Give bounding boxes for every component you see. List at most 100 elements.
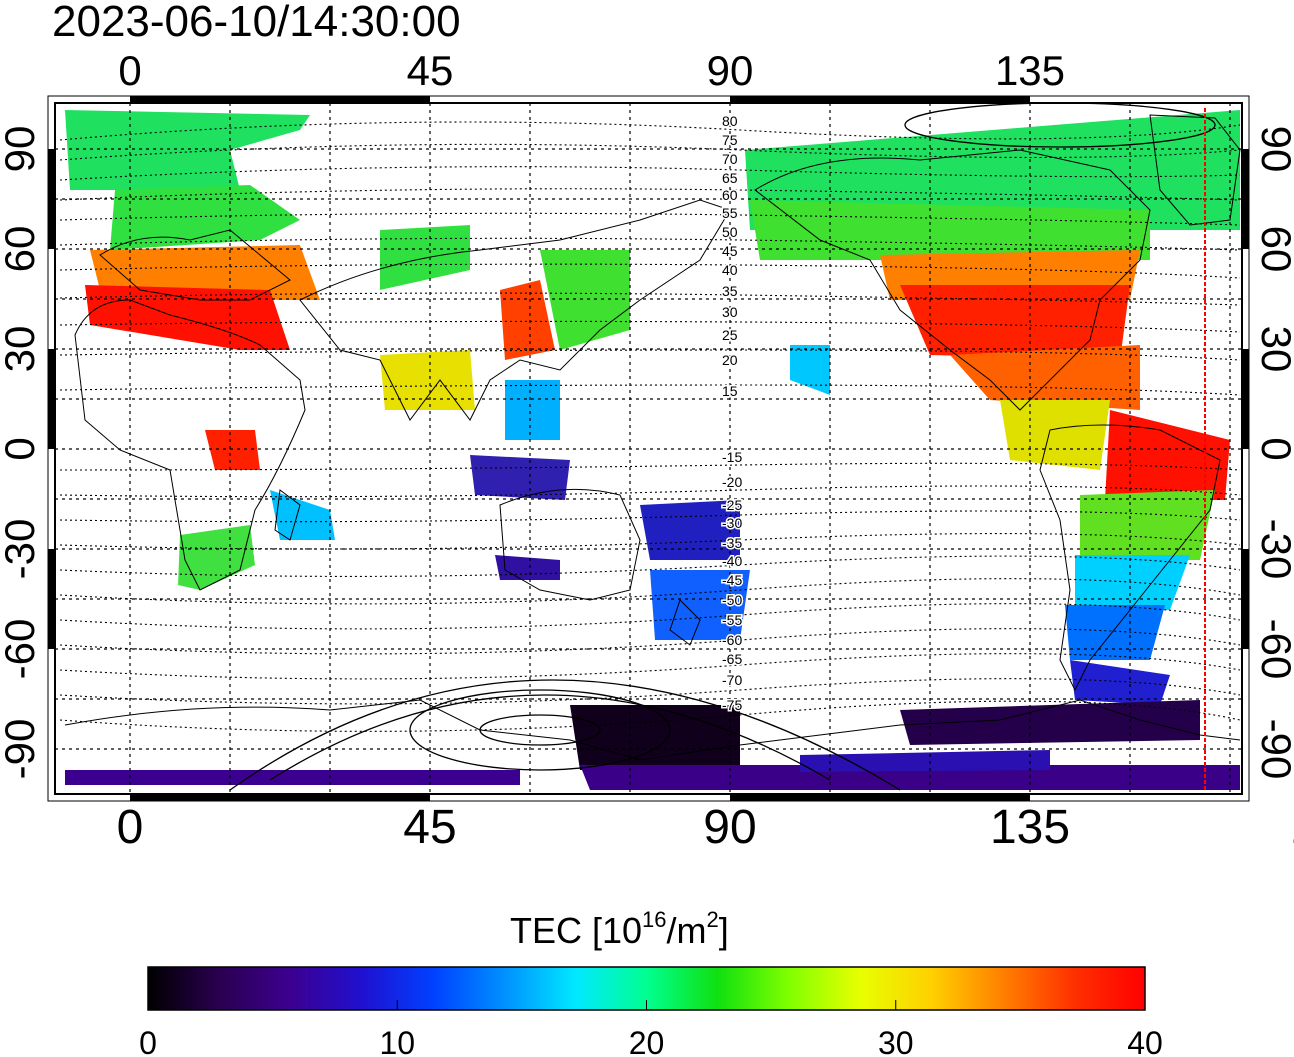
tec-patch-south-africa [178,525,255,590]
tec-patch-coral-sea [640,500,740,560]
tec-patch-central-africa [205,430,260,470]
frame-right-segment [1242,349,1249,449]
right-lat-tick-label: -60 [1253,619,1294,680]
tec-patch-philippines [505,380,560,440]
right-latitude-tick-labels: 90 60 30 0 -30 -60 -90 [1253,126,1294,780]
colorbar-tick-label: 20 [629,1025,665,1057]
tec-patch-brazil [1080,490,1215,560]
left-latitude-tick-labels: 90 60 30 0 -30 -60 -90 [0,126,43,780]
tec-patch-mediterranean [85,285,290,350]
timestamp-title: 2023-06-10/14:30:00 [52,0,461,46]
frame-right-segment [1242,549,1249,649]
right-lat-tick-label: 90 [1253,126,1294,173]
frame-bottom-segment [130,794,430,801]
tec-patch-weddell [800,750,1050,772]
magnetic-latitude-label: -55 [722,612,742,628]
magnetic-latitude-label: -65 [722,651,742,667]
tec-patch-patagonia [1070,660,1170,705]
colorbar-title-mid: /m [667,910,707,951]
right-lat-tick-label: 0 [1253,437,1294,460]
tec-patch-south-brazil [1075,555,1190,610]
bottom-lon-tick-label: 180 [1290,801,1294,854]
left-lat-tick-label: 0 [0,437,43,460]
magnetic-latitude-label: 70 [722,151,738,167]
colorbar-title-sup2: 2 [707,907,719,932]
magnetic-latitude-label: 50 [722,224,738,240]
magnetic-latitude-label: 60 [722,187,738,203]
magnetic-latitude-label: 75 [722,132,738,148]
colorbar-title-sup1: 16 [642,907,666,932]
tec-patch-antarctic-peninsula [900,700,1200,745]
frame-left-segment [48,149,55,249]
tec-data-patches [65,110,1240,790]
bottom-lon-tick-label: 45 [403,801,456,854]
magnetic-latitude-label: 80 [722,113,738,129]
colorbar-tick-labels: 0 10 20 30 40 [139,1000,1163,1057]
colorbar-tick-label: 0 [139,1025,157,1057]
magnetic-latitude-label: -40 [722,553,742,569]
tec-patch-usa [900,285,1130,360]
tec-patch-arctic-canada [745,110,1240,230]
bottom-lon-tick-label: 90 [703,801,756,854]
magnetic-latitude-label: -45 [722,572,742,588]
frame-top-segment [730,96,1030,103]
tec-patch-argentina [1065,605,1165,660]
svg-text:TEC [1016/m2]: TEC [1016/m2] [510,907,729,951]
tec-patch-india [380,350,475,410]
tec-patch-north-europe [110,185,300,250]
magnetic-latitude-contours [59,121,1241,732]
tec-patch-north-south-america [1105,410,1230,500]
magnetic-latitude-label: -15 [722,449,742,465]
tec-patch-arctic-europe [65,110,310,190]
left-lat-tick-label: 30 [0,326,43,373]
colorbar-title-prefix: TEC [10 [510,910,642,951]
top-lon-tick-label: 45 [407,47,454,94]
left-lat-tick-label: -30 [0,519,43,580]
magnetic-latitude-label: -20 [722,474,742,490]
left-lat-tick-label: -60 [0,619,43,680]
frame-left-segment [48,549,55,649]
frame-left-segment [48,349,55,449]
magnetic-latitude-label: 25 [722,327,738,343]
tec-patch-madagascar [270,490,335,540]
tec-patch-japan [540,250,630,350]
tec-patch-hawaii [790,345,830,395]
tec-patch-china [500,280,555,360]
magnetic-latitude-label: -70 [722,672,742,688]
colorbar-title: TEC [1016/m2] [510,907,729,951]
left-lat-tick-label: 60 [0,226,43,273]
left-lat-tick-label: -90 [0,719,43,780]
left-lat-tick-label: 90 [0,126,43,173]
coastlines [64,114,1241,761]
frame-bottom-segment [730,794,1030,801]
magnetic-latitude-label: 30 [722,304,738,320]
frame-tick-marks [48,96,1249,801]
magnetic-latitude-label: -60 [722,632,742,648]
colorbar-tick-label: 40 [1127,1025,1163,1057]
tec-patch-central-america [1000,400,1110,470]
tec-patch-antarctic-strip [580,765,1240,790]
magnetic-latitude-label: -35 [722,535,742,551]
magnetic-latitude-label: 45 [722,243,738,259]
right-lat-tick-label: 30 [1253,326,1294,373]
frame-right-segment [1242,149,1249,249]
frame-top-segment [130,96,430,103]
tec-patch-central-europe [90,245,320,300]
colorbar-tick-label: 30 [878,1025,914,1057]
tec-patch-antarctic-west [65,770,520,785]
magnetic-latitude-label: 35 [722,283,738,299]
tec-patch-new-zealand [650,570,750,640]
magnetic-latitude-label: 65 [722,170,738,186]
magnetic-latitude-label: -25 [722,497,742,513]
top-lon-tick-label: 135 [995,47,1065,94]
magnetic-latitude-label: 55 [722,205,738,221]
right-lat-tick-label: -30 [1253,519,1294,580]
magnetic-latitude-label: 20 [722,352,738,368]
tec-patch-central-asia [380,225,470,290]
magnetic-latitude-label: -75 [722,697,742,713]
top-lon-tick-label: 90 [707,47,754,94]
top-lon-tick-label: 0 [118,47,141,94]
magnetic-latitude-label: 15 [722,383,738,399]
